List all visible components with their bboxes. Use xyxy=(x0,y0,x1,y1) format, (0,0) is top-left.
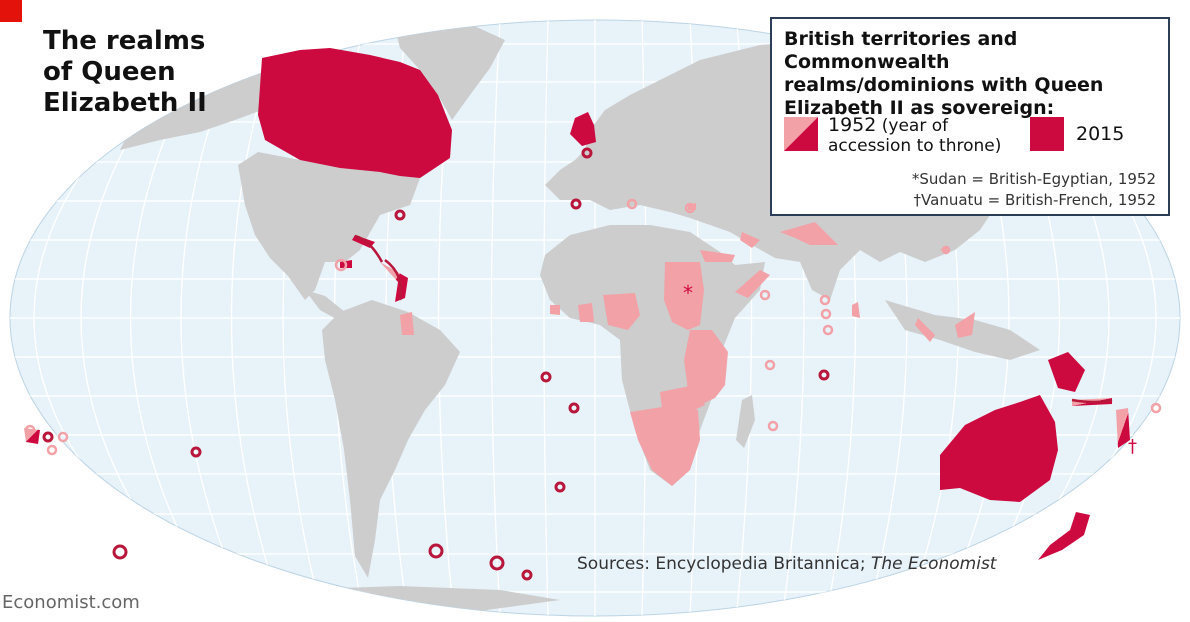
sudan xyxy=(664,262,704,330)
island-rings-1952 xyxy=(24,198,1162,456)
legend-title: British territories and Commonwealth rea… xyxy=(784,28,1156,120)
zambia-rhodesia xyxy=(660,385,705,412)
new-zealand xyxy=(1038,512,1090,560)
anguilla-ring xyxy=(581,147,593,159)
sudan-asterisk: * xyxy=(683,281,693,305)
legend-notes: *Sudan = British-Egyptian, 1952 †Vanuatu… xyxy=(912,169,1156,211)
label-1952-year: 1952 xyxy=(828,114,877,136)
peter-ring xyxy=(112,544,128,560)
footer-credit: Economist.com xyxy=(2,592,140,613)
belize-guiana xyxy=(400,312,414,335)
usa-mexico xyxy=(238,152,420,300)
pitcairn-ring xyxy=(190,446,202,458)
central-america xyxy=(305,290,345,320)
arabian-gulf xyxy=(740,232,760,248)
sandwich-ring xyxy=(489,555,505,571)
samoa-ring xyxy=(42,431,54,443)
south-america xyxy=(322,300,460,578)
southern-africa xyxy=(630,405,700,486)
label-1952: 1952 (year of accession to throne) xyxy=(828,115,1001,156)
borneo xyxy=(955,312,975,338)
madagascar xyxy=(736,395,755,448)
united-kingdom xyxy=(570,112,596,146)
legend-title-line-1: British territories and Commonwealth xyxy=(784,28,1018,73)
page-title: The realms of Queen Elizabeth II xyxy=(43,26,207,119)
legend-keys: 1952 (year of accession to throne) 2015 xyxy=(784,115,1156,159)
note-sudan: *Sudan = British-Egyptian, 1952 xyxy=(911,170,1156,188)
island-rings xyxy=(42,147,830,581)
fiji-vanuatu xyxy=(1116,408,1130,448)
legend-title-line-2: realms/dominions with Queen xyxy=(784,74,1104,96)
swatch-2015 xyxy=(1030,117,1064,151)
source-note: Sources: Encyclopedia Britannica; The Ec… xyxy=(577,554,996,574)
canada xyxy=(258,48,452,178)
realms-2015 xyxy=(258,48,1090,560)
vanuatu-dagger: † xyxy=(1128,436,1137,457)
nigeria xyxy=(603,293,640,330)
label-1952-suffix: (year of xyxy=(881,116,949,136)
bermuda-ring xyxy=(394,209,406,221)
australia xyxy=(940,395,1058,502)
label-1952-line-2: accession to throne) xyxy=(828,136,1002,156)
source-italic: The Economist xyxy=(870,554,997,574)
india-pakistan xyxy=(780,222,838,245)
ceylon xyxy=(852,302,860,318)
title-line-3: Elizabeth II xyxy=(43,88,207,118)
somaliland-aden xyxy=(735,270,770,298)
sierra-leone xyxy=(550,305,560,315)
south-georgia-ring xyxy=(521,569,533,581)
swatch-1952 xyxy=(784,117,818,151)
title-line-1: The realms xyxy=(43,26,206,56)
source-prefix: Sources: Encyclopedia Britannica; xyxy=(577,554,871,574)
malaya-borneo xyxy=(915,318,935,342)
africa xyxy=(540,225,765,486)
gibraltar-ring xyxy=(570,198,582,210)
label-2015: 2015 xyxy=(1076,123,1125,145)
greenland xyxy=(395,24,505,120)
title-line-2: of Queen xyxy=(43,57,176,87)
st-helena-ring xyxy=(568,402,580,414)
tristan-ring xyxy=(554,481,566,493)
legend-box: British territories and Commonwealth rea… xyxy=(770,17,1170,216)
brand-tag xyxy=(0,0,22,22)
falklands-ring xyxy=(428,543,444,559)
ghana xyxy=(578,303,594,322)
papua-new-guinea xyxy=(1048,352,1085,392)
caribbean-arcs xyxy=(354,234,1113,404)
legend-title-line-3: Elizabeth II as sovereign: xyxy=(784,97,1055,119)
note-vanuatu: †Vanuatu = British-French, 1952 xyxy=(913,191,1156,209)
realms-1952 xyxy=(400,203,975,486)
chagos-ring xyxy=(818,369,830,381)
egypt-sinai-strip xyxy=(700,250,735,262)
ascension-ring xyxy=(540,371,552,383)
polynesia-west xyxy=(24,428,40,444)
